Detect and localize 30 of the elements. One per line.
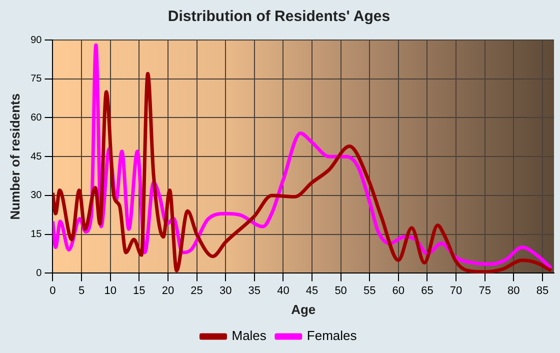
y-tick-label: 90	[30, 34, 42, 46]
x-tick-label: 70	[450, 284, 462, 297]
y-tick-label: 30	[30, 190, 42, 202]
y-tick-label: 45	[30, 151, 42, 162]
x-tick-label: 45	[306, 284, 318, 297]
y-tick-label: 75	[30, 74, 42, 85]
x-tick-label: 80	[508, 284, 520, 297]
x-tick-label: 55	[363, 284, 376, 297]
x-axis-title: Age	[291, 302, 316, 317]
x-tick-label: 20	[162, 284, 174, 297]
x-tick-label: 5	[78, 284, 85, 297]
legend-label: Females	[306, 328, 358, 344]
x-tick-label: 25	[190, 284, 203, 297]
y-tick-label: 0	[36, 268, 42, 279]
x-tick-label: 35	[248, 284, 261, 297]
x-tick-label: 30	[219, 284, 232, 297]
y-tick-label: 60	[30, 112, 42, 124]
legend-label: Males	[232, 328, 267, 344]
chart-title: Distribution of Residents' Ages	[168, 8, 390, 26]
x-tick-label: 65	[421, 284, 434, 297]
x-tick-label: 85	[536, 284, 549, 297]
y-tick-label: 15	[30, 229, 42, 240]
x-tick-label: 75	[478, 284, 491, 297]
y-axis-title: Number of residents	[7, 93, 22, 220]
x-tick-label: 0	[50, 284, 56, 297]
x-tick-label: 50	[334, 284, 347, 297]
x-tick-label: 15	[133, 284, 146, 297]
x-tick-label: 40	[277, 284, 290, 297]
x-tick-label: 60	[392, 284, 405, 297]
x-tick-label: 10	[104, 284, 116, 297]
